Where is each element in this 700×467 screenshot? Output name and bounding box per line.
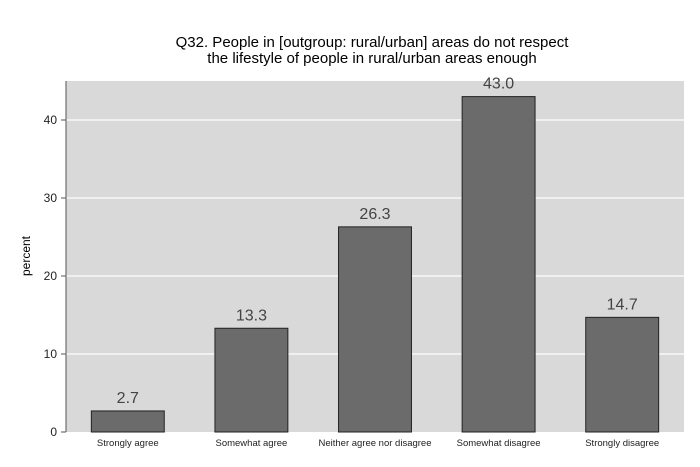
bar <box>585 316 660 433</box>
y-tick-label: 0 <box>50 425 57 439</box>
y-ticks: 0 10 20 30 40 <box>44 113 66 439</box>
bar <box>338 226 412 433</box>
bar-value-label: 13.3 <box>236 307 267 324</box>
x-tick-label: Neither agree nor disagree <box>318 438 431 449</box>
bar <box>461 96 536 433</box>
x-tick-label: Strongly disagree <box>585 438 659 449</box>
y-tick-label: 30 <box>44 191 58 205</box>
x-tick-label: Somewhat disagree <box>457 438 541 449</box>
x-tick-label: Somewhat agree <box>215 438 287 449</box>
chart-subtitle: the lifestyle of people in rural/urban a… <box>207 50 536 67</box>
y-axis-label: percent <box>19 235 33 276</box>
x-tick-label: Strongly agree <box>97 438 159 449</box>
y-tick-label: 10 <box>44 347 58 361</box>
bar <box>214 327 289 433</box>
bar-value-label: 43.0 <box>483 76 514 93</box>
bar-value-label: 26.3 <box>359 206 390 223</box>
bar-value-label: 14.7 <box>607 296 638 313</box>
value-labels: 2.7 13.3 26.3 43.0 14.7 <box>117 76 638 407</box>
y-tick-label: 40 <box>44 113 58 127</box>
bars <box>90 96 660 433</box>
x-ticks: Strongly agree Somewhat agree Neither agre… <box>97 438 659 449</box>
bar <box>90 410 165 433</box>
chart-title: Q32. People in [outgroup: rural/urban] a… <box>176 34 570 51</box>
y-tick-label: 20 <box>44 269 58 283</box>
bar-value-label: 2.7 <box>117 390 139 407</box>
